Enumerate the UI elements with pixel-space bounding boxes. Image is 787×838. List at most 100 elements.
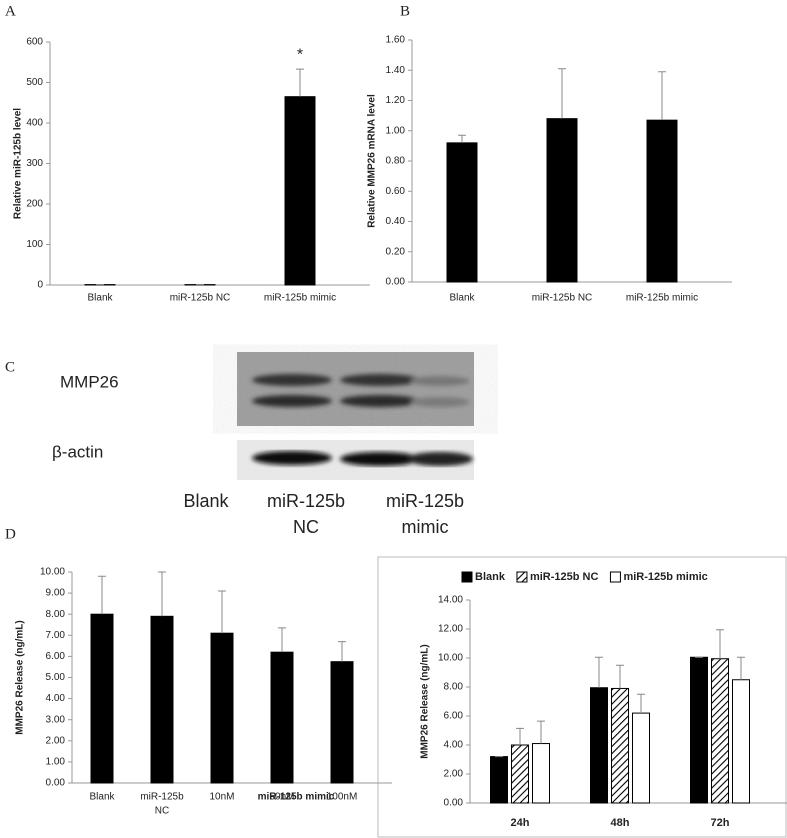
y-tick-label: 1.60	[386, 35, 406, 46]
bar	[270, 651, 294, 784]
bar	[511, 744, 529, 804]
legend-label: miR-125b mimic	[623, 571, 707, 583]
error-bar	[516, 727, 524, 745]
y-tick-label: 1.00	[46, 757, 66, 768]
y-tick-label: 6.00	[46, 651, 66, 662]
error-bar	[737, 656, 745, 680]
x-tick-label: Blank	[449, 293, 475, 304]
bar	[646, 119, 678, 283]
x-axis-label: miR-125b mimic	[258, 792, 335, 803]
y-tick-label: 6.00	[444, 711, 464, 722]
x-tick-label: Blank	[89, 792, 115, 803]
y-tick-label: 12.00	[438, 624, 463, 635]
error-bar	[458, 134, 466, 143]
bar	[446, 142, 478, 283]
y-tick-label: 2.00	[444, 769, 464, 780]
bar	[546, 118, 578, 283]
x-tick-label: mimic	[402, 517, 449, 537]
y-tick-label: 0.20	[386, 246, 406, 257]
y-tick-label: 1.20	[386, 95, 406, 106]
x-tick-label: 100nM	[327, 792, 358, 803]
error-bar	[558, 68, 566, 119]
x-tick-label: Blank	[87, 293, 113, 304]
x-tick-label: NC	[155, 806, 169, 817]
y-tick-label: 0.60	[386, 186, 406, 197]
blot-bands	[252, 451, 473, 466]
blot-bands	[252, 374, 470, 407]
panel-label: D	[5, 526, 16, 542]
legend-label: Blank	[475, 571, 506, 583]
bar	[611, 687, 629, 804]
bar	[150, 615, 174, 784]
panel-label: A	[5, 3, 16, 19]
x-tick-label: 72h	[711, 817, 730, 829]
error-bar	[637, 693, 645, 714]
bar	[690, 656, 708, 804]
y-tick-label: 0.00	[444, 798, 464, 809]
y-tick-label: 8.00	[444, 682, 464, 693]
error-bar	[616, 664, 624, 689]
y-tick-label: 10.00	[40, 567, 65, 578]
bar	[711, 658, 729, 804]
x-tick-label: miR-125b NC	[532, 293, 593, 304]
x-tick-label: 48h	[611, 817, 630, 829]
error-bar	[158, 571, 166, 617]
y-tick-label: 0.00	[46, 778, 66, 789]
y-tick-label: 0.00	[386, 277, 406, 288]
y-tick-label: 8.00	[46, 609, 66, 620]
x-tick-label: miR-125b mimic	[264, 293, 336, 304]
legend-label: miR-125b NC	[530, 571, 599, 583]
panel-frame	[377, 556, 787, 838]
x-tick-label: miR-125b NC	[170, 293, 231, 304]
bar	[532, 743, 550, 804]
error-bar	[338, 641, 346, 662]
y-tick-label: 2.00	[46, 735, 66, 746]
error-bar	[278, 627, 286, 653]
legend-swatch	[461, 571, 473, 583]
bar	[490, 756, 508, 804]
bar	[590, 687, 608, 804]
blot-row-label: MMP26	[60, 372, 119, 391]
error-bar	[595, 656, 603, 688]
bar	[210, 632, 234, 784]
x-tick-label: 10nM	[209, 792, 234, 803]
y-tick-label: 0.40	[386, 216, 406, 227]
error-bar	[537, 720, 545, 744]
error-bar	[716, 629, 724, 659]
x-tick-label: miR-125b mimic	[626, 293, 698, 304]
y-axis-label: Relative MMP26 mRNA level	[367, 94, 378, 228]
y-tick-label: 500	[26, 77, 43, 88]
legend-swatch	[516, 571, 528, 583]
blot-row-label: β-actin	[52, 442, 103, 461]
y-tick-label: 300	[26, 158, 43, 169]
error-bar	[658, 71, 666, 121]
y-tick-label: 10.00	[438, 653, 463, 664]
y-tick-label: 400	[26, 118, 43, 129]
y-axis-label: MMP26 Release (ng/mL)	[15, 620, 26, 734]
error-bar	[296, 68, 304, 97]
y-axis-label: Relative miR-125b level	[13, 108, 24, 219]
y-axis-label: MMP26 Release (ng/mL)	[420, 644, 431, 758]
y-tick-label: 7.00	[46, 630, 66, 641]
blot-texture	[237, 352, 474, 426]
error-bar	[218, 590, 226, 634]
y-tick-label: 600	[26, 37, 43, 48]
error-bar	[98, 575, 106, 615]
x-tick-label: miR-125b	[267, 491, 345, 511]
y-tick-label: 14.00	[438, 595, 463, 606]
y-tick-label: 100	[26, 239, 43, 250]
x-tick-label: 50nM	[269, 792, 294, 803]
x-tick-label: miR-125b	[140, 792, 184, 803]
y-tick-label: 9.00	[46, 588, 66, 599]
x-tick-label: NC	[293, 517, 319, 537]
bar	[632, 712, 650, 804]
bar	[284, 96, 316, 286]
y-tick-label: 1.40	[386, 65, 406, 76]
y-tick-label: 1.00	[386, 125, 406, 136]
y-tick-label: 0.80	[386, 156, 406, 167]
panel-label: B	[400, 3, 410, 19]
y-tick-label: 4.00	[444, 740, 464, 751]
y-tick-label: 0	[37, 280, 43, 291]
y-tick-label: 4.00	[46, 693, 66, 704]
